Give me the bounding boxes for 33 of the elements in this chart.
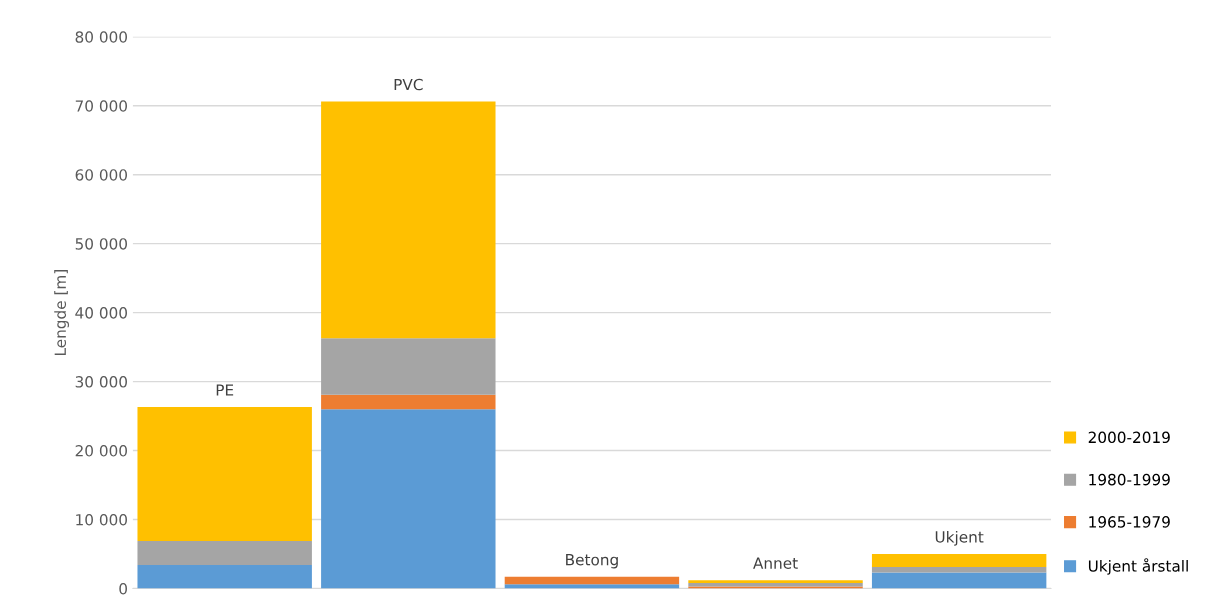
bar — [321, 101, 496, 339]
bar — [688, 586, 863, 589]
y-tick-label: 60 000 — [75, 169, 127, 181]
x-tick-label: PE — [216, 384, 234, 396]
bar — [504, 584, 680, 589]
y-tick-label: 80 000 — [75, 31, 127, 43]
bar — [137, 407, 312, 541]
x-tick-label: Annet — [753, 557, 798, 569]
bar — [871, 572, 1047, 589]
bar — [688, 580, 863, 583]
bar — [321, 338, 496, 395]
bar — [137, 540, 312, 566]
y-tick-label: 10 000 — [76, 513, 127, 526]
bar — [504, 576, 680, 585]
bar — [321, 394, 496, 410]
x-tick-label: Betong — [566, 554, 618, 569]
bar — [871, 567, 1047, 573]
bar — [871, 554, 1047, 568]
y-tick-label: 70 000 — [75, 100, 127, 112]
legend-label: 2000-2019 — [1088, 431, 1170, 444]
legend-label: Ukjent årstall — [1088, 558, 1188, 575]
y-axis-title: Lengde [m] — [54, 270, 70, 356]
y-tick-label: 20 000 — [75, 445, 127, 457]
x-tick-label: Ukjent — [935, 530, 984, 546]
bar — [321, 409, 496, 589]
x-tick-label: PVC — [394, 78, 423, 91]
bar — [137, 565, 312, 589]
y-tick-label: 40 000 — [75, 307, 127, 319]
y-tick-label: 50 000 — [75, 238, 127, 250]
legend-label: 1980-1999 — [1089, 473, 1170, 486]
legend-label: 1965-1979 — [1089, 516, 1170, 528]
y-tick-label: 30 000 — [75, 376, 127, 388]
y-tick-label: 0 — [119, 582, 127, 595]
